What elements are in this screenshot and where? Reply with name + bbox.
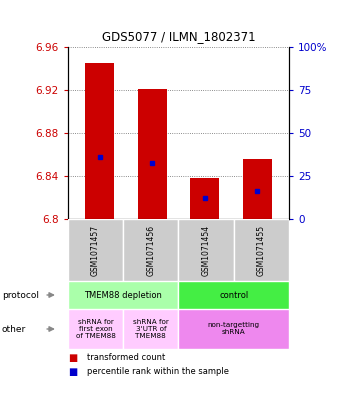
Bar	[85, 63, 114, 219]
Text: GSM1071456: GSM1071456	[147, 224, 155, 275]
Bar	[234, 219, 289, 281]
Text: ■: ■	[68, 353, 77, 363]
Text: transformed count: transformed count	[87, 353, 165, 362]
Bar	[138, 89, 167, 219]
Bar	[190, 178, 219, 219]
Text: other: other	[2, 325, 26, 334]
Text: GSM1071454: GSM1071454	[202, 224, 210, 275]
Bar	[123, 309, 178, 349]
Bar	[123, 219, 178, 281]
Bar	[68, 281, 178, 309]
Text: GSM1071457: GSM1071457	[91, 224, 100, 275]
Text: shRNA for
first exon
of TMEM88: shRNA for first exon of TMEM88	[76, 319, 116, 339]
Text: non-targetting
shRNA: non-targetting shRNA	[208, 323, 260, 336]
Bar	[68, 219, 123, 281]
Text: shRNA for
3'UTR of
TMEM88: shRNA for 3'UTR of TMEM88	[133, 319, 169, 339]
Text: GDS5077 / ILMN_1802371: GDS5077 / ILMN_1802371	[102, 30, 255, 43]
Text: control: control	[219, 290, 249, 299]
Bar	[178, 281, 289, 309]
Bar	[68, 309, 123, 349]
Bar	[178, 309, 289, 349]
Text: percentile rank within the sample: percentile rank within the sample	[87, 367, 229, 376]
Text: GSM1071455: GSM1071455	[257, 224, 266, 275]
Text: ■: ■	[68, 367, 77, 376]
Bar	[243, 159, 272, 219]
Text: TMEM88 depletion: TMEM88 depletion	[84, 290, 162, 299]
Bar	[178, 219, 234, 281]
Text: protocol: protocol	[2, 290, 39, 299]
